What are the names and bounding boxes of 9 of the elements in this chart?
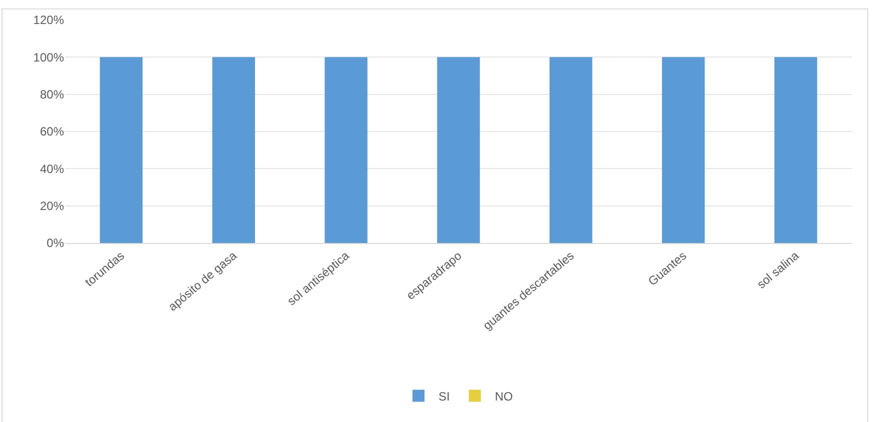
legend-label: SI xyxy=(438,389,450,404)
legend-label: NO xyxy=(494,389,513,404)
y-tick-label: 0% xyxy=(46,236,64,250)
y-tick-label: 100% xyxy=(33,50,64,64)
y-tick-label: 40% xyxy=(40,162,64,176)
y-tick-label: 20% xyxy=(40,199,64,214)
y-tick-label: 120% xyxy=(33,13,64,28)
y-tick-label: 60% xyxy=(40,124,64,139)
y-tick-label: 80% xyxy=(40,88,64,102)
